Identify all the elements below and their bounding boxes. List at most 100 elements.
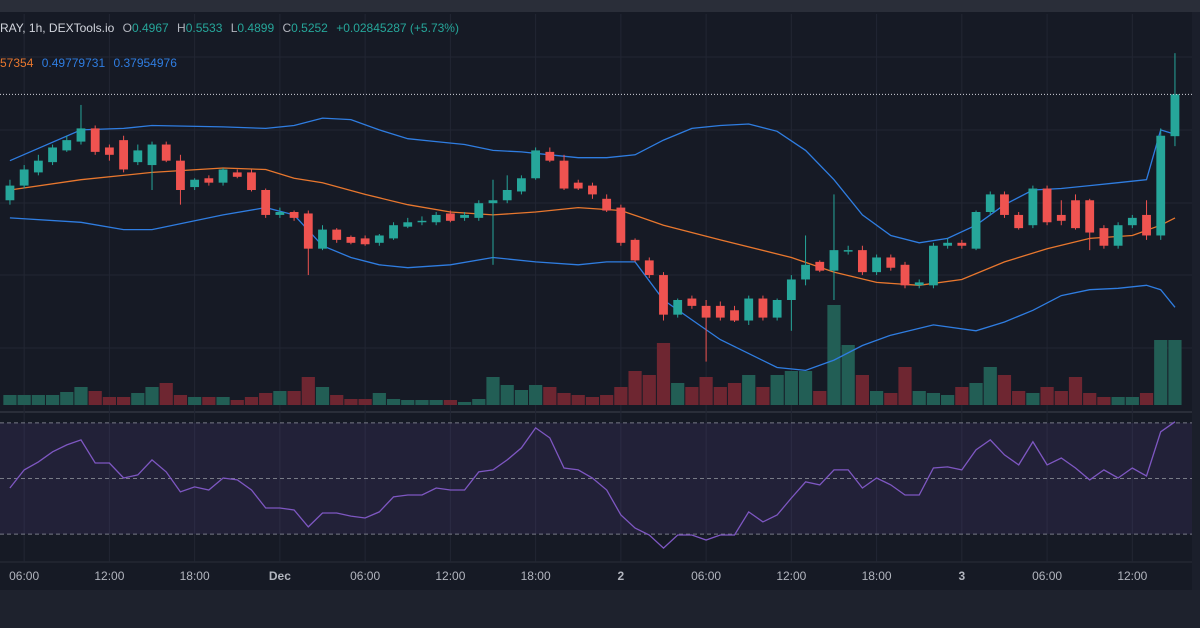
volume-bar [827,305,841,405]
candle-body [204,178,214,183]
volume-bar [415,400,429,405]
candle-body [445,213,455,221]
candle-body [119,140,129,170]
candle-body [943,242,953,246]
volume-bar [1125,397,1139,405]
candle-body [886,257,896,268]
candle-body [431,214,441,223]
x-tick-label: 18:00 [521,569,551,583]
candle-body [744,298,754,321]
candle-body [389,225,398,239]
volume-bar [813,391,827,405]
rsi-line [9,421,1176,549]
candle-body [971,212,981,249]
volume-bar [941,395,955,405]
candle-body [701,305,711,318]
candle-body [1156,135,1166,236]
volume-bar [1068,377,1083,405]
volume-bar [31,395,45,405]
volume-bar [3,395,17,405]
volume-bar [60,392,74,405]
candle-body [190,179,200,188]
volume-bar [1012,391,1026,405]
volume-bar [884,393,898,405]
x-tick-label: 06:00 [691,569,721,583]
volume-bar [557,393,571,405]
candle-body [1000,194,1009,215]
candle-body [1071,200,1080,229]
band-line [9,117,1176,244]
volume-bar [216,397,230,405]
candle-body [488,200,498,204]
symbol: RAY, 1h, DEXTools.io [0,21,115,35]
candle-body [872,257,882,273]
volume-bar [486,377,500,405]
volume-bar [1111,397,1125,405]
volume-bar [770,375,784,405]
volume-bar [699,377,713,405]
volume-bar [855,375,869,405]
band-value: 0.49779731 [41,56,106,70]
candle-body [1127,217,1137,226]
candle-body [1085,200,1095,233]
candle-body [19,169,29,186]
volume-bar [358,399,372,405]
volume-bar [514,390,529,405]
volume-bar [443,400,457,405]
volume-bar [244,397,259,405]
candle-body [1113,225,1123,246]
candle-body [332,229,342,240]
volume-bar [529,385,543,405]
candle-body [673,300,683,315]
x-tick-label: 06:00 [350,569,380,583]
candle-body [303,213,313,249]
candle-body [62,140,72,151]
ohlc-label: C [282,21,292,35]
candle-body [318,229,327,249]
volume-bar [202,397,216,405]
volume-bar [756,387,770,405]
volume-bar [500,385,514,405]
volume-bar [330,395,344,405]
volume-bar [926,393,941,405]
candle-body [33,160,43,173]
candle-body [161,144,171,161]
candle-body [261,190,271,215]
candle-body [474,203,484,218]
x-tick-label: 06:00 [1032,569,1062,583]
right-edge [1192,12,1200,590]
ohlc-label: H [177,21,186,35]
band-value: 57354 [0,56,34,70]
candle-body [929,245,938,286]
candle-body [644,260,654,276]
ohlc-value: 0.5533 [185,21,223,35]
volume-bar [969,383,983,405]
candle-body [857,250,867,273]
band-value: 0.37954976 [113,56,177,70]
volume-bar [344,399,358,405]
candle-body [417,220,427,223]
volume-bar [301,377,315,405]
x-tick-label: 18:00 [862,569,892,583]
volume-bar [983,367,997,405]
volume-bar [997,375,1012,405]
volume-bar [869,391,884,405]
volume-bar [429,400,443,405]
candle-body [289,212,299,218]
candle-body [104,147,114,155]
volume-bar [1040,387,1054,405]
candle-body [659,275,668,315]
volume-bar [742,375,756,405]
volume-bar [45,395,60,405]
volume-bar [585,397,600,405]
volume-bar [1054,391,1068,405]
candle-body [573,182,583,189]
volume-bar [1139,393,1154,405]
volume-bar [259,393,273,405]
candle-body [1099,228,1109,246]
x-tick-label: 12:00 [776,569,806,583]
volume-bar [230,400,244,405]
